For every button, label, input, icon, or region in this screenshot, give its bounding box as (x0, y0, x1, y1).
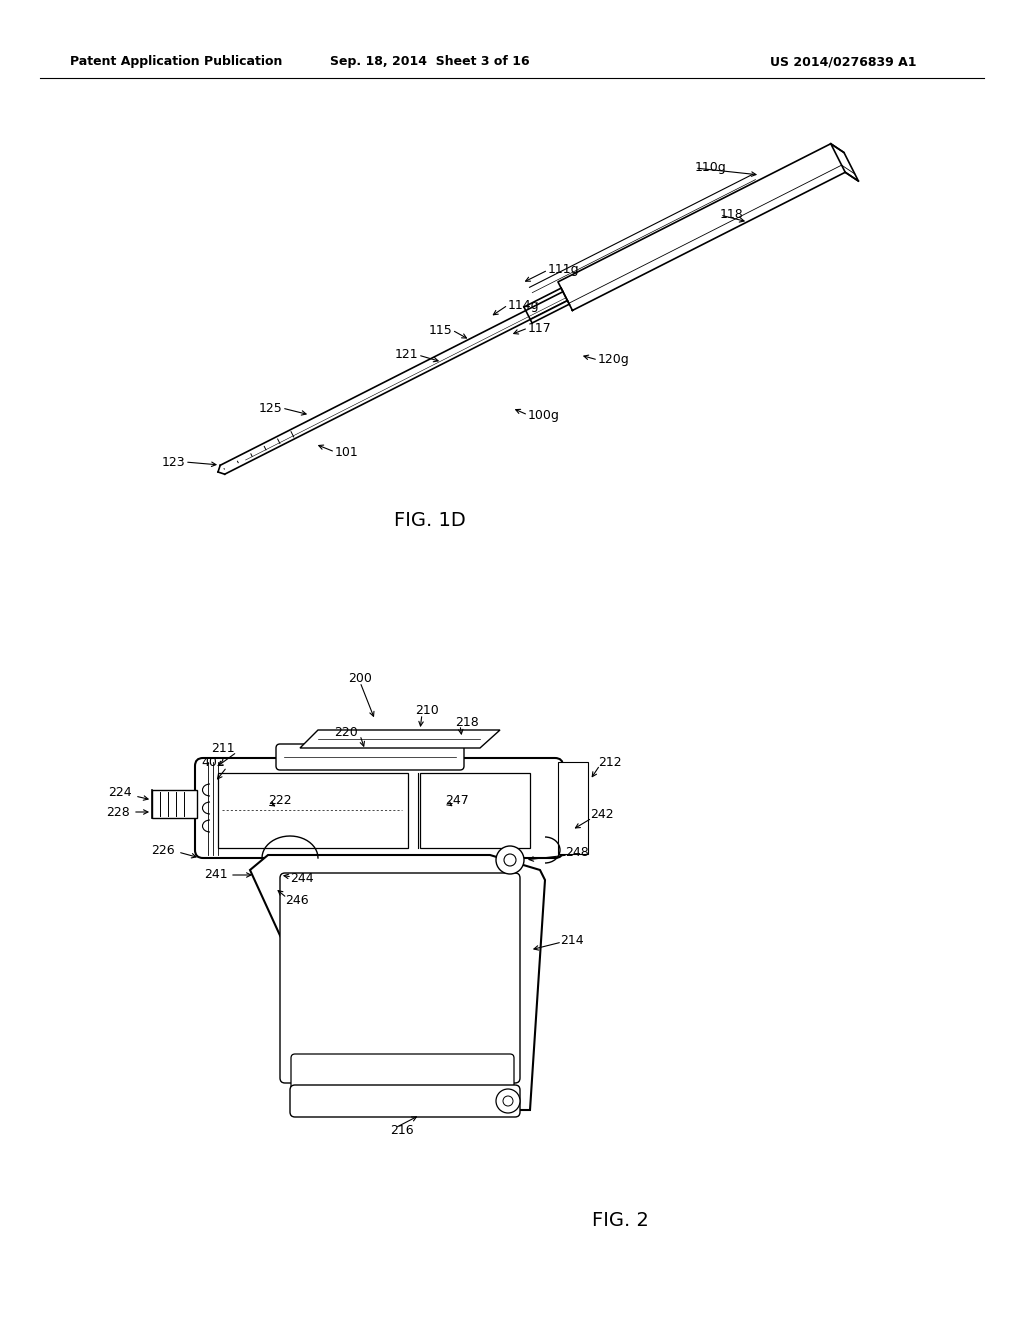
Polygon shape (250, 855, 545, 1110)
Text: 115: 115 (428, 323, 452, 337)
Text: 216: 216 (390, 1123, 414, 1137)
Text: FIG. 1D: FIG. 1D (394, 511, 466, 529)
Text: 241: 241 (205, 869, 228, 882)
Text: 101: 101 (335, 446, 358, 458)
Text: 120g: 120g (598, 354, 630, 367)
Text: 200: 200 (348, 672, 372, 685)
Polygon shape (300, 730, 500, 748)
Text: Patent Application Publication: Patent Application Publication (70, 55, 283, 69)
Text: Sep. 18, 2014  Sheet 3 of 16: Sep. 18, 2014 Sheet 3 of 16 (330, 55, 529, 69)
Text: 110g: 110g (695, 161, 727, 174)
Bar (558, 762, 588, 854)
Text: 226: 226 (152, 843, 175, 857)
Bar (420, 774, 530, 847)
Bar (218, 774, 408, 847)
FancyBboxPatch shape (291, 1053, 514, 1100)
Text: FIG. 2: FIG. 2 (592, 1210, 648, 1229)
Circle shape (504, 854, 516, 866)
Text: 218: 218 (455, 715, 479, 729)
Text: 247: 247 (445, 793, 469, 807)
Text: 220: 220 (334, 726, 358, 738)
Text: 210: 210 (415, 704, 438, 717)
Text: 248: 248 (565, 846, 589, 858)
Text: 211: 211 (211, 742, 234, 755)
Text: 214: 214 (560, 933, 584, 946)
FancyBboxPatch shape (290, 1085, 520, 1117)
Text: 212: 212 (598, 755, 622, 768)
Text: 118: 118 (720, 209, 743, 222)
Text: 125: 125 (258, 401, 282, 414)
Text: 117: 117 (528, 322, 552, 334)
Text: 242: 242 (590, 808, 613, 821)
Text: 123: 123 (162, 455, 185, 469)
FancyBboxPatch shape (195, 758, 563, 858)
Text: 121: 121 (394, 348, 418, 362)
Text: US 2014/0276839 A1: US 2014/0276839 A1 (770, 55, 916, 69)
FancyBboxPatch shape (280, 873, 520, 1082)
Bar (152, 789, 197, 818)
Text: 100g: 100g (528, 408, 560, 421)
Text: 246: 246 (285, 894, 308, 907)
Text: 111g: 111g (548, 264, 580, 276)
Circle shape (503, 1096, 513, 1106)
Text: 222: 222 (268, 793, 292, 807)
Text: 228: 228 (106, 805, 130, 818)
Text: 402: 402 (202, 756, 225, 770)
FancyBboxPatch shape (276, 744, 464, 770)
Circle shape (496, 1089, 520, 1113)
Text: 244: 244 (290, 871, 313, 884)
Circle shape (496, 846, 524, 874)
Text: 224: 224 (109, 787, 132, 800)
Text: 114g: 114g (508, 298, 540, 312)
